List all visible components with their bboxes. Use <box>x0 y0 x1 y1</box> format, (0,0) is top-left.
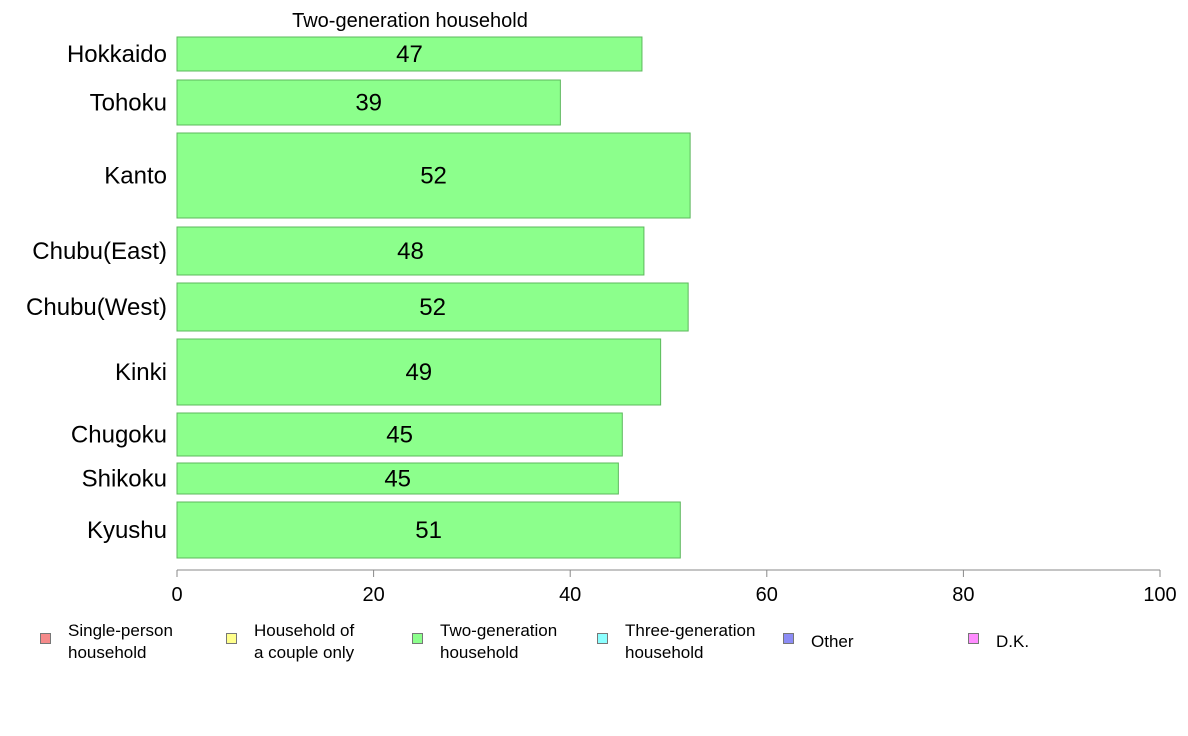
legend-item: D.K. <box>968 620 1029 653</box>
bar-chugoku <box>176 412 623 457</box>
x-tick-label: 40 <box>559 584 581 606</box>
value-label: 48 <box>397 238 424 265</box>
legend-label: Single-person household <box>68 621 173 662</box>
x-axis: 0 20 40 60 80 100 <box>171 569 1177 606</box>
bars-layer: Hokkaido 47 Tohoku 39 Kanto 52 Chubu(East) 48 Ch… <box>26 36 691 559</box>
category-label: Hokkaido <box>67 41 167 68</box>
legend-item: Single-person household <box>40 620 173 664</box>
legend-item: Household of a couple only <box>226 620 354 664</box>
legend-swatch <box>226 633 237 644</box>
category-label: Shikoku <box>82 466 167 493</box>
category-label: Kanto <box>104 163 167 190</box>
category-label: Chubu(East) <box>32 238 167 265</box>
legend-swatch <box>412 633 423 644</box>
category-label: Kyushu <box>87 517 167 544</box>
bar-kanto <box>176 132 691 219</box>
bar-tohoku <box>176 79 561 126</box>
x-tick-label: 100 <box>1143 584 1176 606</box>
bar-kyushu <box>176 501 681 559</box>
value-label: 39 <box>355 90 382 117</box>
value-label: 45 <box>384 466 411 493</box>
x-tick-label: 60 <box>756 584 778 606</box>
value-label: 49 <box>405 359 432 386</box>
value-label: 52 <box>420 163 447 190</box>
category-label: Tohoku <box>90 90 167 117</box>
legend-swatch <box>597 633 608 644</box>
legend-label: D.K. <box>996 632 1030 651</box>
legend: Single-person household Household of a co… <box>0 620 1188 670</box>
bar-hokkaido <box>176 36 643 72</box>
x-tick-label: 0 <box>171 584 182 606</box>
value-label: 52 <box>419 294 446 321</box>
legend-label: Two-generation household <box>440 621 558 662</box>
category-label: Chubu(West) <box>26 294 167 321</box>
legend-label: Household of a couple only <box>254 621 355 662</box>
legend-swatch <box>40 633 51 644</box>
bar-chubu-east- <box>176 226 645 276</box>
x-tick-label: 20 <box>362 584 384 606</box>
bar-chart: Two-generation household Hokkaido 47 Tohok… <box>26 10 1177 606</box>
category-label: Kinki <box>115 359 167 386</box>
legend-item: Two-generation household <box>412 620 557 664</box>
value-label: 47 <box>396 41 423 68</box>
value-label: 45 <box>386 422 413 449</box>
bar-chubu-west- <box>176 282 689 332</box>
legend-item: Other <box>783 620 854 653</box>
category-label: Chugoku <box>71 422 167 449</box>
bar-kinki <box>176 338 662 406</box>
bar-shikoku <box>176 462 619 495</box>
legend-swatch <box>783 633 794 644</box>
x-tick-label: 80 <box>952 584 974 606</box>
legend-item: Three-generation household <box>597 620 755 664</box>
chart-title: Two-generation household <box>292 10 528 32</box>
legend-label: Other <box>811 632 854 651</box>
legend-label: Three-generation household <box>625 621 756 662</box>
value-label: 51 <box>415 517 442 544</box>
legend-swatch <box>968 633 979 644</box>
